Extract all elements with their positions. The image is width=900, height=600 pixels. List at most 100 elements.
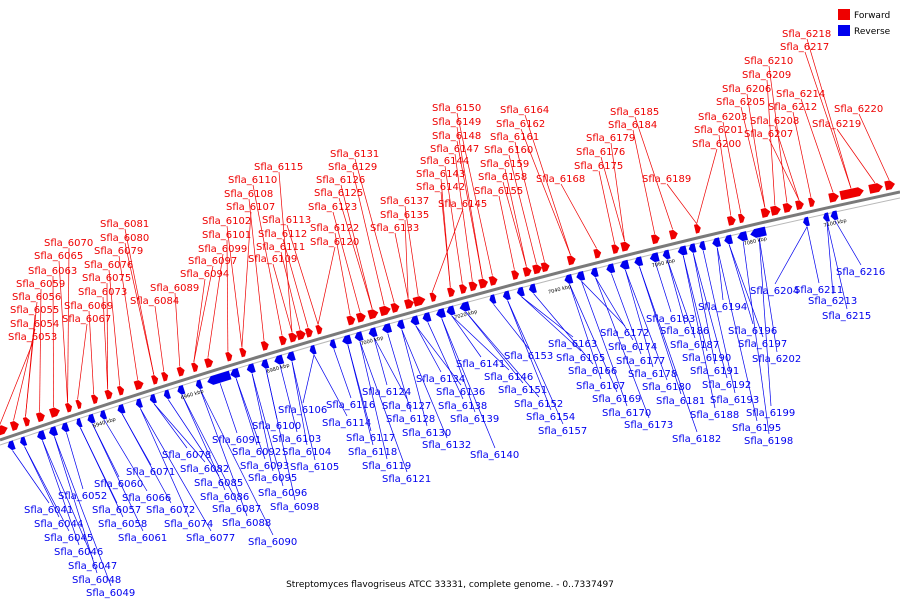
connector-line xyxy=(826,222,834,295)
reverse-gene xyxy=(422,312,432,322)
forward-gene xyxy=(668,229,678,240)
connector-line xyxy=(514,141,545,262)
forward-gene-label: Sfla_6073 xyxy=(78,287,127,298)
connector-line xyxy=(0,341,34,426)
forward-gene xyxy=(260,340,269,351)
connector-line xyxy=(139,408,212,532)
forward-gene xyxy=(760,208,771,218)
connector-line xyxy=(207,253,224,358)
forward-gene-label: Sfla_6189 xyxy=(642,174,691,185)
connector-line xyxy=(359,341,388,460)
reverse-gene-label: Sfla_6194 xyxy=(698,302,747,313)
forward-gene xyxy=(49,407,60,418)
connector-line xyxy=(507,300,564,425)
reverse-gene-label: Sfla_6170 xyxy=(602,408,651,419)
connector-line xyxy=(24,446,60,518)
connector-line xyxy=(456,126,483,279)
reverse-gene-label: Sfla_6136 xyxy=(436,387,485,398)
reverse-gene-label: Sfla_6103 xyxy=(272,434,321,445)
forward-gene xyxy=(378,305,391,317)
forward-gene xyxy=(488,275,498,286)
connector-line xyxy=(666,259,686,325)
forward-gene-label: Sfla_6065 xyxy=(34,251,83,262)
connector-line xyxy=(88,310,95,395)
reverse-gene-label: Sfla_6191 xyxy=(690,366,739,377)
reverse-gene-label: Sfla_6154 xyxy=(526,412,575,423)
reverse-gene xyxy=(342,334,353,345)
connector-line xyxy=(248,198,265,341)
reverse-gene-label: Sfla_6057 xyxy=(92,505,141,516)
connector-line xyxy=(456,112,493,276)
reverse-gene xyxy=(619,259,630,270)
reverse-gene xyxy=(502,290,511,301)
reverse-gene xyxy=(590,267,599,278)
connector-line xyxy=(92,423,144,532)
connector-line xyxy=(278,171,293,333)
connector-line xyxy=(252,184,283,336)
connector-line xyxy=(728,244,754,325)
reverse-gene-label: Sfla_6118 xyxy=(348,447,397,458)
forward-gene xyxy=(593,248,602,259)
reverse-gene xyxy=(489,294,497,304)
reverse-gene-label: Sfla_6198 xyxy=(744,436,793,447)
connector-line xyxy=(792,111,812,198)
forward-gene-label: Sfla_6125 xyxy=(314,188,363,199)
reverse-gene-label: Sfla_6152 xyxy=(514,399,563,410)
forward-gene-label: Sfla_6101 xyxy=(202,230,251,241)
reverse-gene-label: Sfla_6177 xyxy=(616,356,665,367)
connector-line xyxy=(102,296,109,390)
reverse-gene-label: Sfla_6104 xyxy=(282,447,331,458)
connector-line xyxy=(521,296,582,352)
forward-gene-label: Sfla_6201 xyxy=(694,125,743,136)
reverse-gene xyxy=(286,351,296,362)
reverse-gene-label: Sfla_6119 xyxy=(362,461,411,472)
forward-gene xyxy=(295,330,306,341)
connector-line xyxy=(39,288,42,412)
connector-line xyxy=(454,153,473,282)
reverse-gene-label: Sfla_6153 xyxy=(504,351,553,362)
forward-gene-label: Sfla_6206 xyxy=(722,84,771,95)
reverse-genes xyxy=(7,210,839,451)
forward-gene-label: Sfla_6097 xyxy=(188,256,237,267)
reverse-gene-label: Sfla_6140 xyxy=(470,450,519,461)
forward-gene-label: Sfla_6056 xyxy=(12,292,61,303)
connector-line xyxy=(692,253,728,379)
connector-line xyxy=(291,361,316,461)
forward-gene-label: Sfla_6112 xyxy=(258,229,307,240)
forward-gene xyxy=(429,292,437,302)
connector-line xyxy=(313,354,348,417)
connector-line xyxy=(124,242,155,375)
forward-gene xyxy=(522,266,532,277)
forward-genes xyxy=(0,180,895,437)
reverse-gene xyxy=(195,379,203,390)
reverse-gene-label: Sfla_6163 xyxy=(548,339,597,350)
reverse-gene xyxy=(135,398,143,408)
forward-gene-label: Sfla_6159 xyxy=(480,159,529,170)
legend-swatch-forward xyxy=(838,9,850,20)
forward-gene-label: Sfla_6147 xyxy=(430,144,479,155)
connector-line xyxy=(800,98,834,193)
connector-line xyxy=(569,284,618,393)
forward-gene xyxy=(116,385,125,396)
connector-line xyxy=(465,311,524,384)
forward-gene xyxy=(133,380,144,391)
reverse-gene xyxy=(662,249,671,260)
forward-gene-label: Sfla_6184 xyxy=(608,120,657,131)
connector-line xyxy=(634,116,674,230)
forward-gene-label: Sfla_6075 xyxy=(82,273,131,284)
connector-line xyxy=(404,205,419,296)
forward-gene xyxy=(459,284,467,294)
forward-gene xyxy=(726,216,736,226)
connector-line xyxy=(427,322,464,400)
connector-line xyxy=(768,138,800,201)
reverse-gene xyxy=(724,234,734,245)
forward-gene xyxy=(204,358,214,368)
connector-line xyxy=(54,436,98,574)
forward-gene-label: Sfla_6207 xyxy=(744,129,793,140)
connector-line xyxy=(456,140,483,279)
reverse-gene xyxy=(117,404,126,414)
connector-line xyxy=(373,337,388,386)
forward-gene xyxy=(64,402,73,413)
forward-gene-label: Sfla_6200 xyxy=(692,139,741,150)
reverse-gene-label: Sfla_6173 xyxy=(624,420,673,431)
